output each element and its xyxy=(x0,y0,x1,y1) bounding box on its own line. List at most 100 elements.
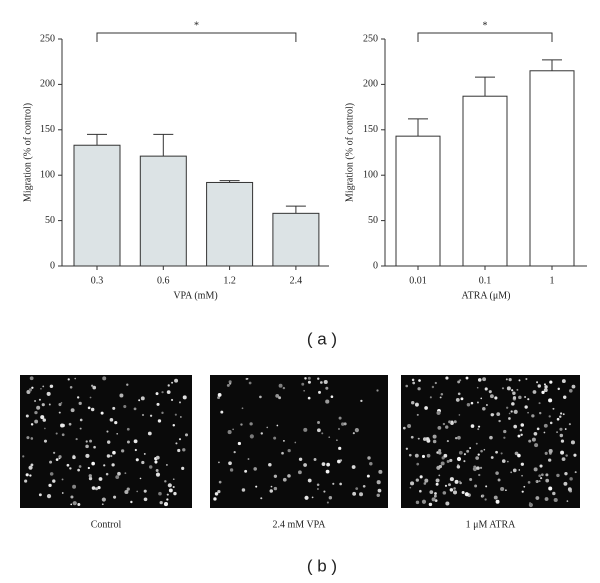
cell-nucleus xyxy=(557,387,560,391)
cell-nucleus xyxy=(287,448,291,453)
cell-nucleus xyxy=(218,480,222,484)
cell-nucleus xyxy=(316,483,320,487)
cell-nucleus xyxy=(182,448,186,452)
cell-nucleus xyxy=(488,390,492,394)
cell-nucleus xyxy=(435,482,439,486)
cell-nucleus xyxy=(469,447,472,449)
cell-nucleus xyxy=(494,396,498,400)
cell-nucleus xyxy=(422,437,427,441)
cell-nucleus xyxy=(249,434,254,439)
cell-nucleus xyxy=(317,421,320,424)
cell-nucleus xyxy=(79,418,83,422)
cell-nucleus xyxy=(141,460,145,465)
cell-nucleus xyxy=(559,433,564,438)
cell-nucleus xyxy=(449,488,454,492)
cell-nucleus xyxy=(556,431,558,434)
cell-nucleus xyxy=(476,386,479,389)
x-tick-label: 2.4 xyxy=(290,275,303,286)
cell-nucleus xyxy=(166,498,169,501)
cell-nucleus xyxy=(61,492,64,494)
cell-nucleus xyxy=(307,380,311,384)
cell-nucleus xyxy=(475,456,480,460)
cell-nucleus xyxy=(268,462,272,467)
cell-nucleus xyxy=(536,381,539,384)
cell-nucleus xyxy=(260,497,263,500)
cell-nucleus xyxy=(116,432,119,435)
cell-nucleus xyxy=(287,474,291,478)
cell-nucleus xyxy=(489,394,494,399)
cell-nucleus xyxy=(76,396,80,399)
cell-nucleus xyxy=(457,392,461,396)
cell-nucleus xyxy=(304,495,309,500)
cell-nucleus xyxy=(438,449,442,453)
cell-nucleus xyxy=(40,387,42,390)
cell-nucleus xyxy=(78,401,82,406)
cell-nucleus xyxy=(520,462,524,466)
cell-nucleus xyxy=(485,485,488,488)
cell-nucleus xyxy=(259,395,262,399)
cell-nucleus xyxy=(338,446,342,450)
cell-nucleus xyxy=(87,466,90,470)
cell-nucleus xyxy=(91,384,94,387)
cell-nucleus xyxy=(442,491,447,495)
cell-nucleus xyxy=(528,439,532,443)
cell-nucleus xyxy=(158,491,162,496)
cell-nucleus xyxy=(527,411,529,414)
cell-nucleus xyxy=(376,493,380,498)
cell-nucleus xyxy=(112,406,116,410)
cell-nucleus xyxy=(532,390,537,394)
cell-nucleus xyxy=(556,417,560,421)
cell-nucleus xyxy=(568,388,573,393)
cell-nucleus xyxy=(48,403,51,406)
cell-nucleus xyxy=(470,424,475,428)
cell-nucleus xyxy=(70,495,74,499)
significance-bracket xyxy=(96,32,297,42)
y-tick-label: 200 xyxy=(363,79,378,90)
cell-nucleus xyxy=(464,492,469,497)
cell-nucleus xyxy=(53,451,56,454)
cell-nucleus xyxy=(111,463,115,467)
cell-nucleus xyxy=(548,458,552,462)
cell-nucleus xyxy=(303,389,305,392)
cell-nucleus xyxy=(544,497,549,501)
cell-nucleus xyxy=(166,493,169,496)
cell-nucleus xyxy=(172,478,175,481)
cell-nucleus xyxy=(564,428,567,431)
cell-nucleus xyxy=(518,395,522,400)
cell-nucleus xyxy=(444,484,448,487)
cell-nucleus xyxy=(323,379,328,385)
cell-nucleus xyxy=(378,469,383,474)
cell-nucleus xyxy=(28,465,33,470)
cell-nucleus xyxy=(495,471,499,475)
cell-nucleus xyxy=(141,413,145,417)
cell-nucleus xyxy=(154,460,158,464)
cell-nucleus xyxy=(303,427,308,432)
cell-nucleus xyxy=(469,477,473,481)
cell-nucleus xyxy=(70,408,75,413)
cell-nucleus xyxy=(419,489,422,493)
cell-nucleus xyxy=(519,429,523,432)
cell-nucleus xyxy=(366,474,370,478)
cell-nucleus xyxy=(520,423,525,427)
micrograph xyxy=(210,375,388,508)
cell-nucleus xyxy=(538,402,541,405)
cell-nucleus xyxy=(136,490,139,493)
cell-nucleus xyxy=(139,477,142,480)
cell-nucleus xyxy=(493,495,498,500)
cell-nucleus xyxy=(135,458,139,462)
bar xyxy=(73,144,121,267)
cell-nucleus xyxy=(294,441,297,444)
cell-nucleus xyxy=(436,410,441,415)
cell-nucleus xyxy=(61,433,65,437)
cell-nucleus xyxy=(543,383,546,386)
cell-nucleus xyxy=(34,400,36,402)
cell-nucleus xyxy=(501,387,505,390)
cell-nucleus xyxy=(414,453,419,458)
cell-nucleus xyxy=(497,478,501,482)
x-axis-label: VPA (mM) xyxy=(173,290,217,301)
cell-nucleus xyxy=(260,432,263,435)
cell-nucleus xyxy=(408,453,412,457)
cell-nucleus xyxy=(484,498,487,501)
cell-nucleus xyxy=(30,423,34,426)
cell-nucleus xyxy=(60,402,63,404)
